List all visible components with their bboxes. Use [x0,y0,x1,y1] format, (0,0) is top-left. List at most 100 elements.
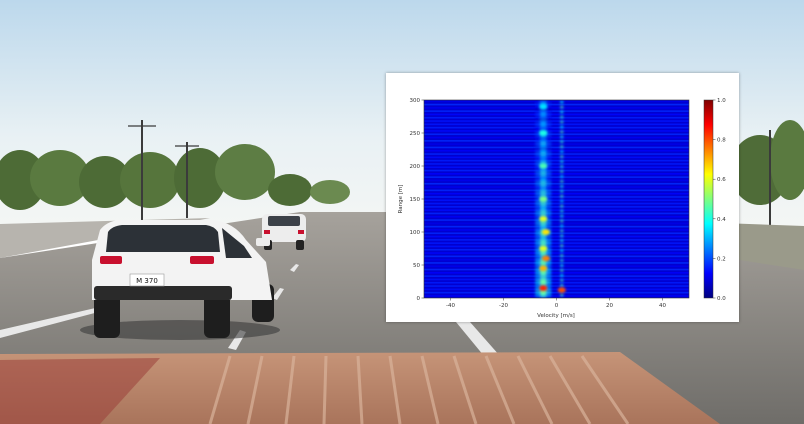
range-stripe [424,288,689,291]
colorbar-tick-label: 1.0 [717,98,726,104]
secondary-ridge-cell [560,185,564,188]
heatmap-background [424,100,689,298]
range-stripe [424,285,689,287]
ridge-halo [535,261,552,264]
range-stripe [424,182,689,185]
range-stripe [424,192,689,195]
ridge-halo [535,142,552,145]
range-stripe [424,239,689,241]
range-stripe [424,173,689,175]
range-stripe [424,219,689,221]
secondary-ridge-cell [560,249,564,252]
ridge-halo [535,282,552,285]
ridge-halo [535,242,552,245]
range-stripe [424,232,689,235]
ridge-halo [535,213,552,216]
y-tick-label: 250 [410,131,421,137]
ridge-halo [535,147,552,150]
radar-range-doppler-panel: 0 50 100 150 200 250 300 -40 -20 0 20 40 Range [m]… [386,73,739,322]
range-stripe [424,196,689,198]
ridge-halo [535,295,552,298]
x-axis-label: Velocity [m/s] [537,313,575,319]
secondary-ridge-cell [560,264,564,267]
secondary-ridge-cell [560,259,564,262]
range-stripe [424,268,689,271]
range-stripe [424,229,689,231]
secondary-ridge-cell [560,244,564,247]
y-tick-label: 300 [410,98,421,104]
range-stripe [424,225,689,228]
range-stripe [424,146,689,149]
ridge-halo [535,100,552,103]
secondary-ridge-cell [560,234,564,238]
range-stripe [424,166,689,169]
secondary-ridge-cell [560,125,564,129]
range-stripe [424,133,689,136]
hot-spot [539,196,548,202]
colorbar [703,99,714,299]
range-stripe [424,202,689,205]
range-stripe [424,222,689,225]
ridge-halo [535,160,552,163]
crosswalk-stripes [208,355,630,424]
range-stripe [424,103,689,106]
secondary-ridge-cell [560,130,564,134]
range-stripe [424,242,689,244]
range-stripes [424,100,689,297]
hot-spot [539,130,548,136]
ridge-halo [535,181,552,184]
ridge-halo [535,145,552,147]
ridge-halo [535,139,552,142]
ridge-halo [535,171,552,174]
x-tick-label: -20 [499,303,508,309]
range-stripe [424,199,689,202]
range-stripe [424,215,689,218]
secondary-ridge-cell [560,120,564,124]
x-tick-label: 0 [555,303,559,309]
range-stripe [424,212,689,215]
secondary-ridge-cell [560,140,564,143]
secondary-ridge-cell [560,219,564,223]
range-stripe [424,176,689,178]
range-stripe [424,100,689,103]
range-stripe [424,209,689,211]
ridge-halo [535,237,552,240]
ridge-halo [535,240,552,243]
ridge-halo [535,221,552,224]
secondary-ridge-cell [560,274,564,277]
ridge-halo [535,174,552,177]
secondary-ridge-cell [560,180,564,183]
range-stripe [424,126,689,129]
range-stripe [424,116,689,119]
ridge-halo [535,102,552,105]
hot-spot [541,229,550,235]
range-stripe [424,295,689,297]
trees-right [730,120,804,205]
y-tick-label: 100 [410,230,421,236]
hot-spot [557,287,566,293]
range-stripe [424,281,689,284]
lead-car: M 370 [80,220,280,340]
range-stripe [424,265,689,268]
x-tick-label: 40 [659,303,666,309]
range-stripe [424,149,689,152]
secondary-ridge-cell [560,204,564,208]
secondary-ridge-cell [560,115,564,119]
range-doppler-heatmap: 0 50 100 150 200 250 300 -40 -20 0 20 40 Range [m]… [398,98,726,319]
secondary-ridge-cell [560,110,564,114]
ridge-halo [535,277,552,279]
range-stripe [424,140,689,142]
secondary-ridge-cell [560,214,564,218]
secondary-ridge-cell [560,175,564,178]
secondary-ridge-cell [560,160,564,163]
secondary-ridge-cell [560,150,564,153]
ridge-halo [535,137,552,140]
range-stripe [424,179,689,182]
ridge-halo [535,253,552,256]
ridge-halo [535,110,552,113]
range-stripe [424,136,689,139]
hot-spot [539,285,548,291]
red-shadow [0,358,160,424]
range-stripe [424,252,689,254]
ridge-halo [535,129,552,132]
